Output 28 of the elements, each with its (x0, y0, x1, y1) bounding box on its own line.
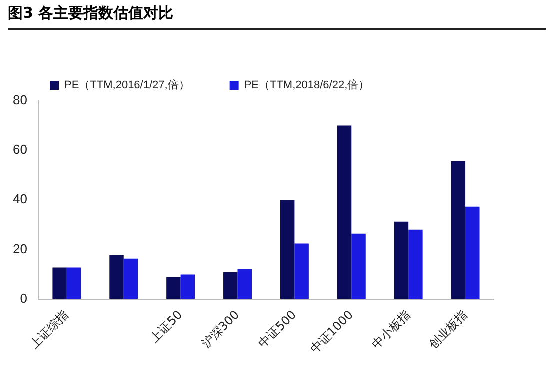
x-tick-label: 上证综指 (27, 308, 72, 352)
y-tick-label: 0 (20, 290, 28, 306)
bar (466, 206, 480, 300)
legend-label: PE（TTM,2016/1/27,倍） (64, 78, 190, 92)
y-tick-label: 60 (12, 142, 28, 158)
bar (110, 255, 124, 300)
bar (52, 268, 67, 300)
bar (180, 274, 196, 300)
bar (294, 244, 309, 300)
bar (352, 234, 366, 300)
bar (408, 230, 423, 300)
bar (394, 222, 409, 300)
y-tick-label: 20 (12, 241, 28, 256)
bar (66, 268, 82, 300)
bar (451, 161, 466, 300)
bar (166, 277, 181, 300)
legend-label: PE（TTM,2018/6/22,倍） (244, 78, 370, 92)
y-tick-label: 80 (12, 92, 28, 108)
x-tick-label: 中小板指 (369, 308, 413, 352)
chart-title: 图3 各主要指数估值对比 (8, 4, 546, 30)
x-tick-label: 创业板指 (426, 308, 470, 352)
bar (124, 258, 138, 300)
bar (337, 126, 352, 300)
bar (238, 269, 252, 300)
bar (280, 200, 295, 300)
y-tick-label: 40 (12, 192, 28, 207)
x-tick-label: 上证50 (147, 308, 186, 346)
bar (224, 272, 238, 300)
